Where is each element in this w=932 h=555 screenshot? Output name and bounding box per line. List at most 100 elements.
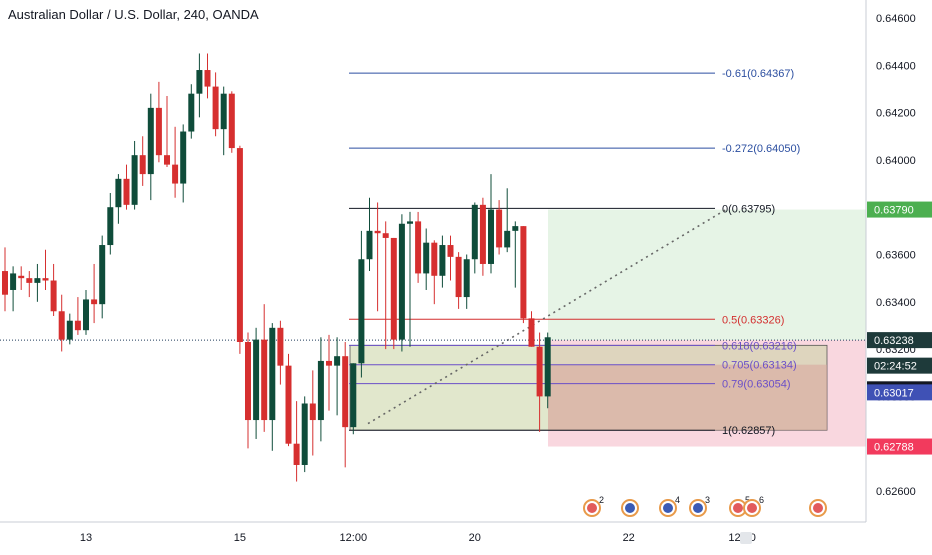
price-badge: 0.63017 bbox=[867, 384, 932, 401]
candle-up bbox=[439, 235, 446, 288]
candle-body bbox=[455, 256, 462, 298]
marker-flag bbox=[813, 503, 823, 513]
time-tick-label: 22 bbox=[623, 532, 635, 544]
candle-up bbox=[301, 396, 308, 473]
candle-down bbox=[228, 91, 235, 153]
candle-body bbox=[536, 346, 543, 397]
price-tick-label: 0.64400 bbox=[876, 60, 916, 72]
candle-up bbox=[407, 211, 413, 347]
candle-body bbox=[269, 327, 276, 421]
fib-level-label: 1(0.62857) bbox=[722, 425, 775, 437]
candle-body bbox=[58, 311, 65, 340]
candle-body bbox=[196, 70, 203, 94]
candle-body bbox=[50, 280, 57, 312]
candle-up bbox=[131, 140, 138, 210]
candle-body bbox=[488, 209, 494, 264]
candle-body bbox=[115, 178, 122, 208]
candle-body bbox=[382, 233, 389, 238]
price-axis-bg bbox=[866, 0, 932, 550]
candle-down bbox=[382, 221, 389, 350]
candle-body bbox=[123, 178, 130, 205]
candle-down bbox=[42, 249, 49, 290]
candle-up bbox=[544, 332, 551, 409]
au-flag-icon[interactable]: 4 bbox=[659, 495, 680, 517]
price-badge-label: 0.63238 bbox=[874, 335, 914, 347]
marker-count: 6 bbox=[759, 495, 764, 505]
marker-count: 3 bbox=[705, 495, 710, 505]
candle-up bbox=[488, 174, 494, 274]
candle-body bbox=[220, 93, 227, 130]
candle-body bbox=[147, 107, 154, 175]
candle-body bbox=[317, 360, 324, 421]
candle-body bbox=[42, 278, 49, 281]
candle-up bbox=[253, 327, 260, 439]
candle-body bbox=[293, 443, 300, 465]
price-badge-bg bbox=[867, 201, 932, 218]
candle-body bbox=[431, 242, 438, 276]
price-tick-label: 0.64000 bbox=[876, 155, 916, 167]
fib-level-label: 0.79(0.63054) bbox=[722, 379, 791, 391]
candle-down bbox=[155, 81, 162, 163]
marker-flag bbox=[663, 503, 673, 513]
trend-line bbox=[367, 207, 729, 425]
price-badge: 0.63238 bbox=[867, 332, 932, 349]
price-tick-label: 0.64200 bbox=[876, 108, 916, 120]
candle-body bbox=[83, 299, 89, 331]
candle-body bbox=[366, 230, 373, 260]
marker-flag bbox=[625, 503, 635, 513]
price-badge-label: 0.63790 bbox=[874, 205, 914, 217]
us-flag-icon[interactable]: 5 bbox=[729, 495, 750, 517]
candle-up bbox=[317, 337, 324, 442]
candle-down bbox=[479, 197, 486, 276]
candle-down bbox=[261, 304, 268, 432]
marker-flag bbox=[747, 503, 757, 513]
price-badge-bg bbox=[867, 332, 932, 349]
candle-up bbox=[147, 93, 154, 201]
candle-down bbox=[91, 263, 98, 324]
candle-body bbox=[334, 356, 341, 366]
candle-body bbox=[66, 320, 73, 340]
candle-down bbox=[26, 271, 33, 298]
candle-down bbox=[164, 96, 170, 167]
candle-body bbox=[212, 86, 219, 130]
candle-down bbox=[50, 263, 57, 316]
candle-body bbox=[471, 204, 478, 260]
candle-body bbox=[544, 337, 551, 397]
au-flag-icon[interactable]: 3 bbox=[689, 495, 710, 517]
candle-body bbox=[131, 155, 138, 205]
price-tick-label: 0.64600 bbox=[876, 13, 916, 25]
price-badge-label: 0.63017 bbox=[874, 387, 914, 399]
candle-up bbox=[423, 228, 430, 290]
candle-up bbox=[269, 323, 276, 451]
candle-up bbox=[188, 84, 195, 139]
candle-down bbox=[74, 297, 81, 335]
candle-body bbox=[326, 360, 332, 366]
fib-level-label: -0.272(0.64050) bbox=[722, 143, 800, 155]
time-tick-label: 13 bbox=[80, 532, 92, 544]
marker-flag bbox=[733, 503, 743, 513]
candle-down bbox=[204, 53, 211, 99]
price-badge-label: 02:24:52 bbox=[874, 361, 917, 373]
us-flag-icon[interactable] bbox=[809, 499, 827, 517]
candle-down bbox=[2, 247, 8, 312]
candle-up bbox=[220, 86, 227, 156]
marker-flag bbox=[693, 503, 703, 513]
candle-body bbox=[285, 365, 292, 444]
candle-body bbox=[180, 131, 187, 184]
candle-up bbox=[180, 124, 187, 203]
candle-body bbox=[204, 70, 211, 87]
marker-count: 2 bbox=[599, 495, 604, 505]
us-flag-icon[interactable]: 2 bbox=[583, 495, 604, 517]
candle-body bbox=[374, 230, 381, 234]
us-flag-icon[interactable]: 6 bbox=[743, 495, 764, 517]
candle-up bbox=[358, 230, 365, 378]
candle-body bbox=[423, 242, 430, 274]
au-flag-icon[interactable] bbox=[621, 499, 639, 517]
price-tick-label: 0.63600 bbox=[876, 250, 916, 262]
candle-down bbox=[285, 353, 292, 447]
candle-down bbox=[536, 332, 543, 432]
candle-down bbox=[326, 334, 332, 411]
candle-body bbox=[107, 207, 114, 246]
